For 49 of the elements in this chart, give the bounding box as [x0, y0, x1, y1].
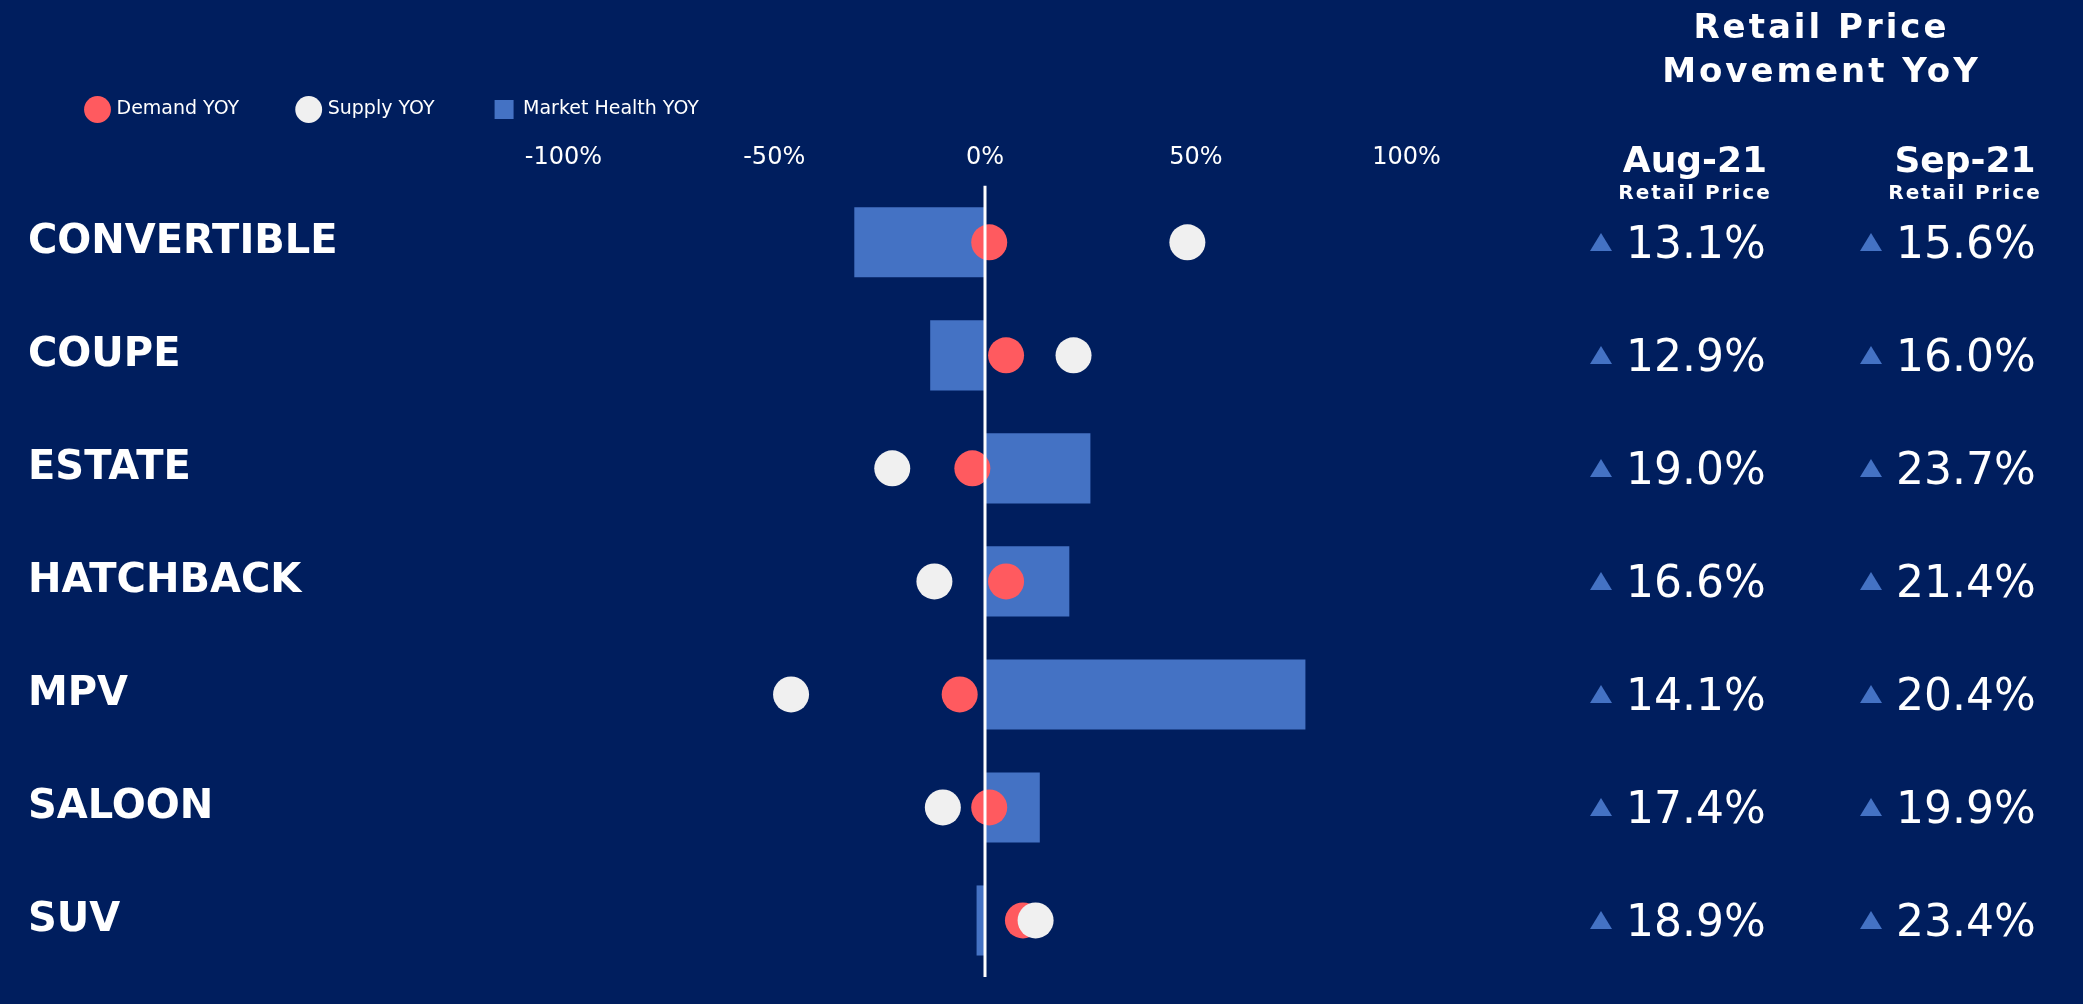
- y-tick-label: COUPE: [28, 328, 181, 375]
- point: [1017, 902, 1054, 939]
- point: [988, 563, 1025, 600]
- text: 14.1%: [1626, 668, 1766, 720]
- x-tick-label: 0%: [965, 141, 1005, 170]
- text: 19.9%: [1896, 781, 2036, 833]
- text: 23.7%: [1896, 442, 2036, 494]
- text: Sep-21: [1893, 139, 2037, 180]
- text: 15.6%: [1896, 216, 2036, 268]
- x-tick-label: -50%: [743, 141, 806, 170]
- point: [988, 337, 1025, 374]
- text: 23.4%: [1896, 894, 2036, 946]
- text: 18.9%: [1626, 894, 1766, 946]
- bar: [930, 320, 985, 391]
- text: Retail Price: [1617, 180, 1773, 204]
- y-tick-label: SUV: [28, 893, 121, 940]
- text: 17.4%: [1626, 781, 1766, 833]
- point: [874, 450, 911, 487]
- text: 12.9%: [1626, 329, 1766, 381]
- text: 16.6%: [1626, 555, 1766, 607]
- y-tick-label: HATCHBACK: [28, 554, 304, 601]
- y-tick-label: ESTATE: [28, 441, 191, 488]
- text: 19.0%: [1626, 442, 1766, 494]
- text: Retail Price Movement YoY: [1661, 5, 1982, 92]
- x-tick-label: 100%: [1372, 141, 1441, 170]
- text: Retail Price: [1887, 180, 2043, 204]
- text: 20.4%: [1896, 668, 2036, 720]
- y-tick-label: CONVERTIBLE: [28, 215, 338, 262]
- point: [916, 563, 953, 600]
- legend-label: Supply YOY: [327, 96, 435, 119]
- legend-label: Demand YOY: [116, 96, 240, 119]
- point: [941, 676, 978, 713]
- legend-label: Market Health YOY: [523, 96, 700, 119]
- text: Aug-21: [1621, 139, 1769, 180]
- point: [1055, 337, 1092, 374]
- x-tick-label: -100%: [524, 141, 603, 170]
- point: [924, 789, 961, 826]
- bar: [854, 207, 985, 278]
- text: 16.0%: [1896, 329, 2036, 381]
- x-tick-label: 50%: [1169, 141, 1223, 170]
- point: [954, 450, 991, 487]
- bar: [985, 433, 1091, 504]
- bar: [985, 659, 1306, 730]
- y-tick-label: SALOON: [28, 780, 214, 827]
- point: [773, 676, 810, 713]
- text: 21.4%: [1896, 555, 2036, 607]
- text: 13.1%: [1626, 216, 1766, 268]
- point: [1169, 224, 1206, 261]
- y-tick-label: MPV: [28, 667, 129, 714]
